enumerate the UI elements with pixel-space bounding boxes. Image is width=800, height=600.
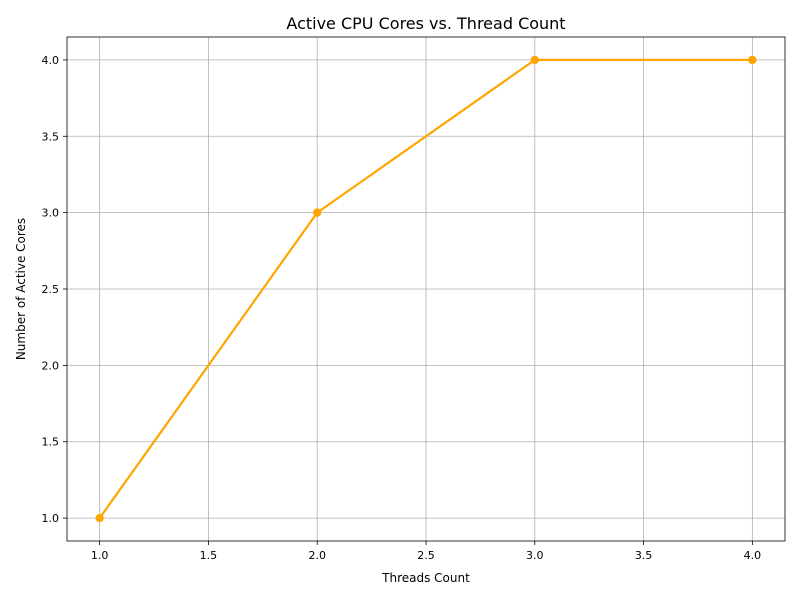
data-point [748, 55, 757, 65]
y-tick-label: 3.5 [42, 130, 60, 143]
x-axis-ticks: 1.0 1.5 2.0 2.5 3.0 3.5 4.0 [91, 541, 761, 562]
y-tick-label: 2.5 [42, 283, 60, 296]
y-tick-label: 4.0 [42, 54, 60, 67]
data-point [95, 513, 104, 523]
x-tick-label: 3.5 [635, 549, 653, 562]
y-tick-label: 1.0 [42, 512, 60, 525]
data-point [530, 55, 539, 65]
y-tick-label: 1.5 [42, 436, 60, 449]
chart-title: Active CPU Cores vs. Thread Count [286, 14, 565, 33]
grid [67, 37, 785, 541]
x-tick-label: 2.5 [417, 549, 435, 562]
x-tick-label: 2.0 [308, 549, 326, 562]
x-tick-label: 4.0 [744, 549, 762, 562]
y-tick-label: 3.0 [42, 207, 60, 220]
series-line [98, 58, 753, 519]
y-tick-label: 2.0 [42, 359, 60, 372]
y-axis-ticks: 1.0 1.5 2.0 2.5 3.0 3.5 4.0 [42, 54, 67, 525]
data-point [313, 208, 322, 217]
x-tick-label: 3.0 [526, 549, 544, 562]
y-axis-label: Number of Active Cores [14, 218, 28, 360]
series-layer [95, 55, 757, 523]
x-tick-label: 1.5 [200, 549, 218, 562]
x-tick-label: 1.0 [91, 549, 109, 562]
x-axis-label: Threads Count [381, 571, 470, 585]
